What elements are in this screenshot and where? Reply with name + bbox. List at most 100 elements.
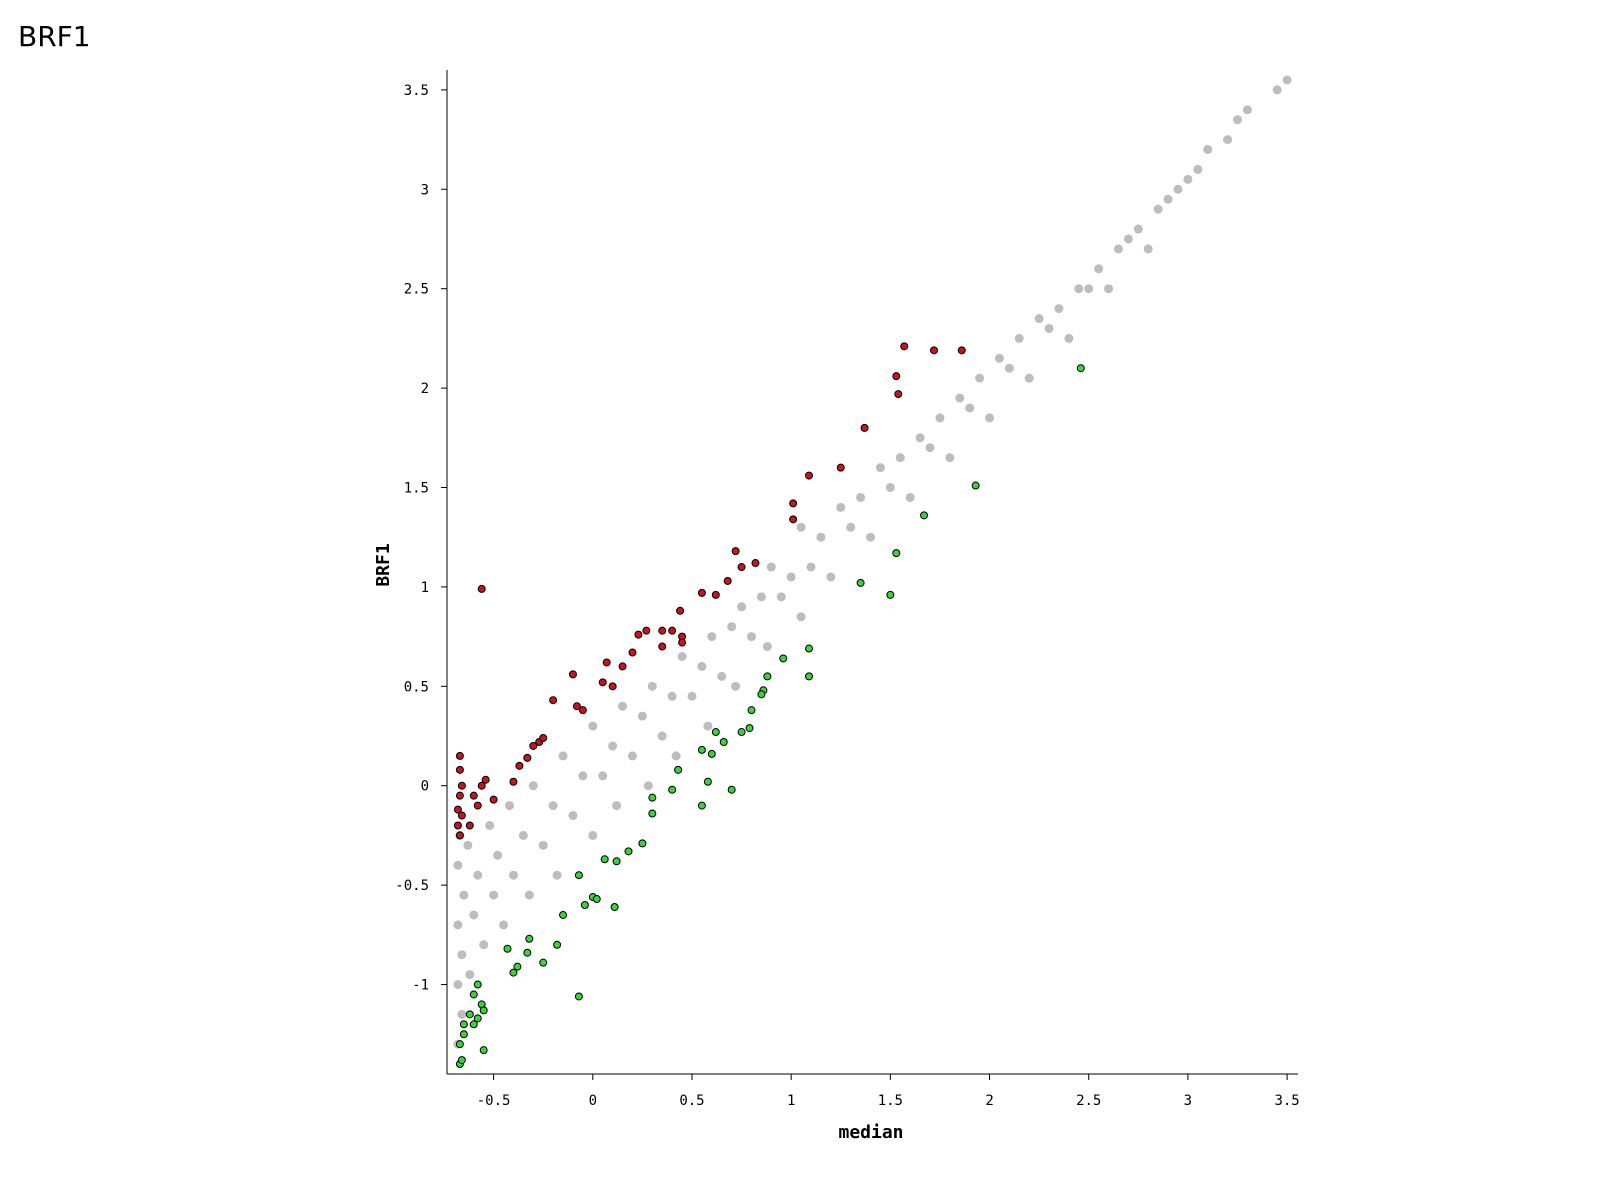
point — [1044, 323, 1054, 333]
point — [489, 890, 499, 900]
point — [612, 801, 622, 811]
point — [504, 801, 514, 811]
point — [703, 721, 713, 731]
point — [457, 781, 466, 790]
point — [574, 992, 583, 1001]
point — [707, 632, 717, 642]
point — [637, 711, 647, 721]
point — [885, 483, 895, 493]
point — [643, 781, 653, 791]
point — [779, 654, 788, 663]
point — [727, 622, 737, 632]
point — [1104, 284, 1114, 294]
point — [757, 690, 766, 699]
point — [578, 706, 587, 715]
point — [469, 910, 479, 920]
y-tick-label: 2.5 — [404, 282, 429, 298]
point — [612, 857, 621, 866]
point — [524, 890, 534, 900]
point — [719, 737, 728, 746]
point — [592, 895, 601, 904]
point — [618, 662, 627, 671]
point — [568, 670, 577, 679]
x-axis-label: median — [838, 1122, 903, 1143]
point — [1183, 174, 1193, 184]
point — [806, 562, 816, 572]
point — [1084, 284, 1094, 294]
point — [1034, 314, 1044, 324]
point — [481, 775, 490, 784]
point — [453, 860, 463, 870]
point — [455, 751, 464, 760]
point — [805, 672, 814, 681]
point — [866, 532, 876, 542]
point — [1014, 333, 1024, 343]
point — [553, 940, 562, 949]
point — [711, 728, 720, 737]
point — [469, 1020, 478, 1029]
point — [463, 840, 473, 850]
point — [469, 990, 478, 999]
point — [627, 751, 637, 761]
point — [1064, 333, 1074, 343]
point — [602, 658, 611, 667]
x-tick-label: 1.5 — [878, 1093, 903, 1109]
point — [648, 809, 657, 818]
x-tick-label: 2 — [985, 1093, 993, 1109]
point — [459, 1020, 468, 1029]
point — [455, 1040, 464, 1049]
point — [731, 681, 741, 691]
point — [457, 950, 467, 960]
point — [697, 588, 706, 597]
point — [717, 671, 727, 681]
point — [994, 353, 1004, 363]
point — [805, 644, 814, 653]
point — [667, 691, 677, 701]
point — [676, 606, 685, 615]
point — [860, 423, 869, 432]
point — [1242, 105, 1252, 115]
point — [766, 562, 776, 572]
point — [455, 791, 464, 800]
x-tick-label: 3.5 — [1274, 1093, 1299, 1109]
point — [539, 958, 548, 967]
point — [600, 855, 609, 864]
point — [900, 342, 909, 351]
point — [789, 515, 798, 524]
point — [513, 962, 522, 971]
point — [955, 393, 965, 403]
point — [489, 795, 498, 804]
point — [539, 734, 548, 743]
point — [658, 642, 667, 651]
point — [634, 630, 643, 639]
point — [465, 970, 475, 980]
point — [549, 696, 558, 705]
point — [846, 522, 856, 532]
point — [727, 785, 736, 794]
point — [485, 820, 495, 830]
point — [657, 731, 667, 741]
point — [731, 547, 740, 556]
point — [723, 576, 732, 585]
x-tick-label: 1 — [787, 1093, 795, 1109]
point — [1282, 75, 1292, 85]
point — [508, 870, 518, 880]
point — [608, 741, 618, 751]
point — [1173, 184, 1183, 194]
x-tick-label: 2.5 — [1076, 1093, 1101, 1109]
point — [648, 793, 657, 802]
point — [559, 910, 568, 919]
point — [465, 821, 474, 830]
point — [479, 1046, 488, 1055]
point — [1143, 244, 1153, 254]
x-tick-label: 0.5 — [679, 1093, 704, 1109]
point — [1163, 194, 1173, 204]
point — [697, 801, 706, 810]
point — [1076, 364, 1085, 373]
point — [453, 920, 463, 930]
point — [892, 549, 901, 558]
point — [747, 706, 756, 715]
point — [473, 870, 483, 880]
point — [628, 648, 637, 657]
point — [687, 691, 697, 701]
